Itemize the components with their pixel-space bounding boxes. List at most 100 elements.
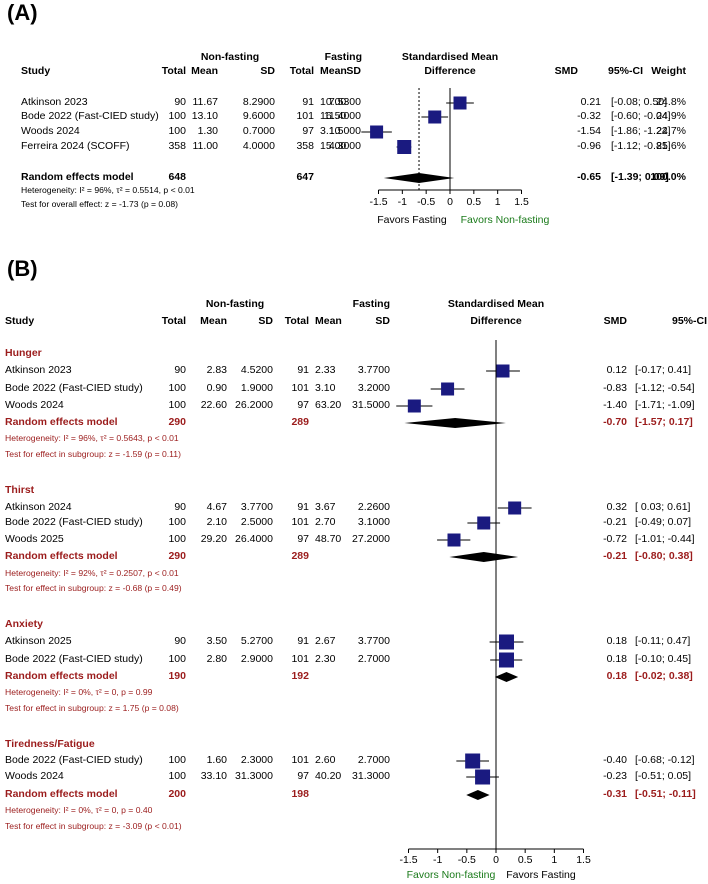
ci-value: [ 0.03; 0.61]	[635, 501, 691, 513]
smd-value: -0.72	[603, 533, 627, 545]
header-mean: Mean	[320, 65, 347, 77]
ci-value: [-0.60; -0.04]	[611, 110, 671, 122]
pooled-nf-total: 190	[168, 670, 186, 682]
smd-value: 0.12	[606, 364, 627, 376]
f-sd: 2.2600	[357, 501, 390, 513]
study-name: Woods 2024	[5, 770, 64, 782]
f-total: 97	[297, 533, 309, 545]
f-total: 101	[296, 110, 314, 122]
pooled-ci: [-0.80; 0.38]	[635, 550, 693, 562]
f-sd: 27.2000	[352, 533, 390, 545]
study-name: Bode 2022 (Fast-CIED study)	[5, 382, 143, 394]
panel-b-label: (B)	[7, 256, 38, 281]
smd-value: -1.54	[577, 125, 601, 137]
f-total: 97	[297, 399, 309, 411]
pooled-diamond	[404, 418, 506, 428]
favors-right-label: Favors Non-fasting	[460, 214, 550, 226]
nf-sd: 9.6000	[242, 110, 275, 122]
study-square	[465, 753, 481, 769]
subgroup-test-text: Test for effect in subgroup: z = -0.68 (…	[5, 583, 182, 593]
x-tick-label: 0.5	[466, 196, 482, 208]
nf-mean: 11.00	[192, 140, 219, 152]
f-total: 91	[297, 501, 309, 513]
study-name: Bode 2022 (Fast-CIED study)	[5, 754, 143, 766]
nf-sd: 26.4000	[235, 533, 273, 545]
x-tick-label: 0.5	[517, 854, 533, 866]
weight-value: 25.6%	[656, 140, 686, 152]
pooled-f-total: 198	[291, 788, 309, 800]
header-non-fasting: Non-fasting	[200, 51, 260, 63]
study-square	[407, 399, 421, 413]
x-tick-label: 1.5	[576, 854, 591, 866]
study-name: Atkinson 2024	[5, 501, 72, 513]
header-difference: Difference	[470, 315, 522, 327]
pooled-f-total: 647	[296, 171, 314, 183]
ci-value: [-0.68; -0.12]	[635, 754, 695, 766]
f-mean: 2.30	[315, 653, 336, 665]
study-name: Atkinson 2023	[21, 96, 88, 108]
pooled-diamond	[466, 790, 490, 800]
nf-sd: 26.2000	[235, 399, 273, 411]
header-mean: Mean	[191, 65, 218, 77]
f-sd: 3.1000	[357, 516, 390, 528]
header-total: Total	[289, 65, 314, 77]
pooled-ci: [-0.02; 0.38]	[635, 670, 693, 682]
header-weight: Weight	[651, 65, 686, 77]
ci-value: [-1.12; -0.54]	[635, 382, 695, 394]
subgroup-heading: Anxiety	[5, 618, 43, 630]
ci-value: [-0.51; 0.05]	[635, 770, 692, 782]
pooled-nf-total: 648	[168, 171, 186, 183]
nf-total: 100	[168, 754, 186, 766]
nf-mean: 1.60	[206, 754, 227, 766]
x-tick-label: -1.5	[399, 854, 418, 866]
panel-a-label: (A)	[7, 0, 38, 25]
heterogeneity-text: Heterogeneity: I² = 0%, τ² = 0, p = 0.99	[5, 687, 153, 697]
pooled-label: Random effects model	[21, 171, 134, 183]
f-total: 97	[302, 125, 314, 137]
x-tick-label: -1	[432, 854, 443, 866]
f-mean: 63.20	[315, 399, 342, 411]
f-total: 91	[297, 364, 309, 376]
pooled-nf-total: 290	[168, 416, 186, 428]
nf-total: 90	[174, 364, 186, 376]
favors-left-label: Favors Non-fasting	[406, 869, 496, 881]
f-sd: 31.3000	[352, 770, 390, 782]
pooled-ci: [-1.57; 0.17]	[635, 416, 693, 428]
ci-value: [-0.49; 0.07]	[635, 516, 692, 528]
header-study: Study	[21, 65, 51, 77]
study-square	[397, 140, 412, 154]
nf-sd: 4.0000	[242, 140, 275, 152]
ci-value: [-1.86; -1.22]	[611, 125, 671, 137]
study-square	[441, 382, 455, 396]
f-mean: 10.00	[320, 96, 347, 108]
heterogeneity-text: Heterogeneity: I² = 0%, τ² = 0, p = 0.40	[5, 805, 153, 815]
smd-value: -0.32	[577, 110, 601, 122]
ci-value: [-0.08; 0.50]	[611, 96, 668, 108]
f-mean: 2.67	[315, 635, 336, 647]
f-sd: 2.7000	[357, 754, 390, 766]
f-mean: 2.33	[315, 364, 336, 376]
f-mean: 3.10	[320, 125, 341, 137]
f-total: 101	[291, 516, 309, 528]
nf-total: 358	[168, 140, 186, 152]
f-sd: 11.4000	[323, 110, 361, 122]
nf-mean: 11.67	[192, 96, 219, 108]
f-sd: 2.7000	[357, 653, 390, 665]
heterogeneity-text: Heterogeneity: I² = 96%, τ² = 0.5514, p …	[21, 185, 195, 195]
f-total: 101	[291, 754, 309, 766]
pooled-diamond	[449, 552, 519, 562]
nf-total: 100	[168, 125, 186, 137]
pooled-label: Random effects model	[5, 788, 118, 800]
heterogeneity-text: Heterogeneity: I² = 92%, τ² = 0.2507, p …	[5, 568, 179, 578]
smd-value: -0.40	[603, 754, 627, 766]
weight-value: 24.8%	[656, 96, 686, 108]
study-square	[370, 125, 384, 139]
pooled-nf-total: 290	[168, 550, 186, 562]
header-total: Total	[161, 65, 186, 77]
ci-value: [-0.17; 0.41]	[635, 364, 692, 376]
header-fasting: Fasting	[324, 51, 362, 63]
header-sd: SD	[346, 65, 361, 77]
header-total: Total	[161, 315, 186, 327]
nf-sd: 1.9000	[240, 382, 273, 394]
